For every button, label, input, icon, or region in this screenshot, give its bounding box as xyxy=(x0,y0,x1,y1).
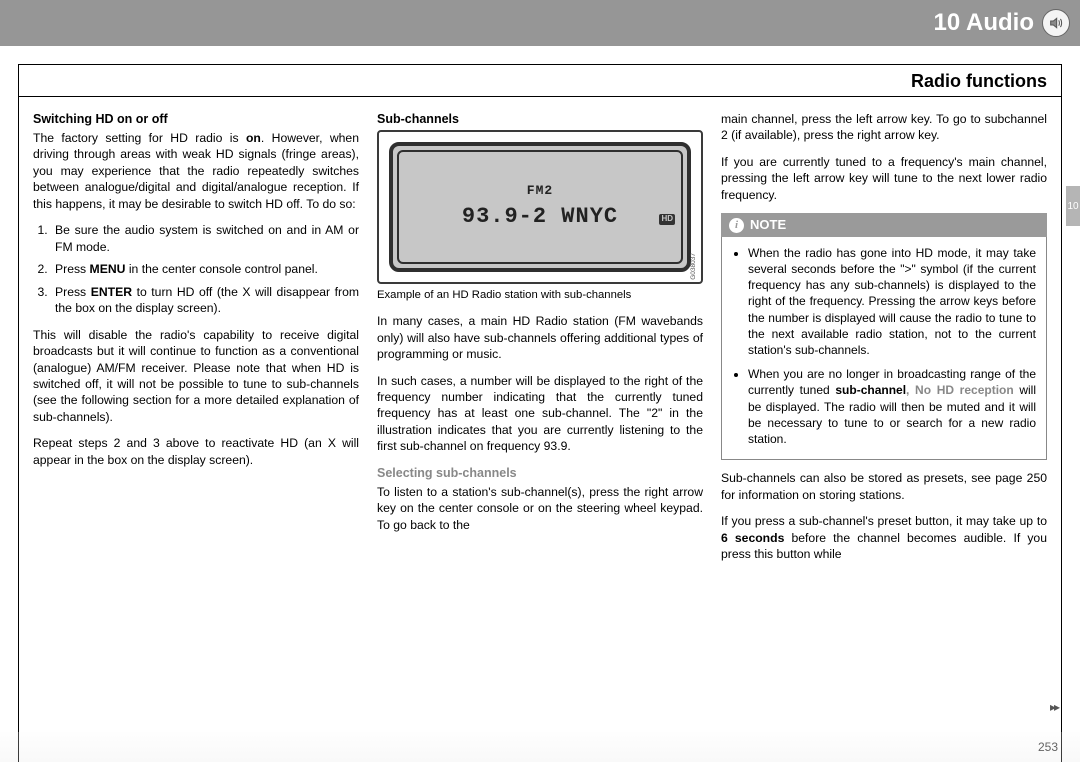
col-1: Switching HD on or off The factory setti… xyxy=(33,111,359,762)
display-border xyxy=(397,150,683,264)
figure-caption: Example of an HD Radio station with sub-… xyxy=(377,288,703,303)
text: Press xyxy=(55,285,91,299)
text-bold: MENU xyxy=(90,262,126,276)
paragraph: If you press a sub-channel's preset butt… xyxy=(721,513,1047,562)
paragraph: If you are currently tuned to a frequenc… xyxy=(721,154,1047,203)
list-item: When you are no longer in broadcasting r… xyxy=(748,366,1036,447)
paragraph: In such cases, a number will be displaye… xyxy=(377,373,703,455)
columns: Switching HD on or off The factory setti… xyxy=(19,97,1061,762)
paragraph: This will disable the radio's capability… xyxy=(33,327,359,426)
side-tab-label: 10 xyxy=(1067,201,1078,212)
paragraph: The factory setting for HD radio is on. … xyxy=(33,130,359,212)
text: If you press a sub-channel's preset butt… xyxy=(721,514,1047,528)
col-3: main channel, press the left arrow key. … xyxy=(721,111,1047,762)
section-title: Radio functions xyxy=(911,71,1047,91)
list-item: When the radio has gone into HD mode, it… xyxy=(748,245,1036,358)
subheading: Selecting sub-channels xyxy=(377,465,703,482)
list-item: Be sure the audio system is switched on … xyxy=(51,222,359,255)
text-bold: sub-channel xyxy=(835,383,906,397)
text: in the center console control panel. xyxy=(125,262,317,276)
col-2: Sub-channels FM2 93.9-2 WNYC HD G038037 … xyxy=(377,111,703,762)
text-bold: on xyxy=(246,131,261,145)
note-heading: i NOTE xyxy=(721,213,1047,237)
text-bold-grey: No HD reception xyxy=(915,383,1014,397)
list-item: Press MENU in the center console control… xyxy=(51,261,359,277)
paragraph: Sub-channels can also be stored as prese… xyxy=(721,470,1047,503)
text: , xyxy=(906,383,915,397)
text: Press xyxy=(55,262,90,276)
text: The factory setting for HD radio is xyxy=(33,131,246,145)
paragraph: main channel, press the left arrow key. … xyxy=(721,111,1047,144)
text-bold: 6 seconds xyxy=(721,531,784,545)
section-title-row: Radio functions xyxy=(19,65,1061,97)
audio-icon xyxy=(1042,9,1070,37)
content-frame: Radio functions Switching HD on or off T… xyxy=(18,64,1062,762)
chapter-title: 10 Audio xyxy=(934,9,1034,37)
paragraph: To listen to a station's sub-channel(s),… xyxy=(377,484,703,533)
manual-page: 10 Audio 10 Radio functions Switching HD… xyxy=(0,0,1080,762)
note-list: When the radio has gone into HD mode, it… xyxy=(748,245,1036,447)
image-code: G038037 xyxy=(690,253,699,280)
paragraph: In many cases, a main HD Radio station (… xyxy=(377,313,703,362)
page-shadow xyxy=(0,732,1080,762)
text: Be sure the audio system is switched on … xyxy=(55,223,359,253)
note-box: i NOTE When the radio has gone into HD m… xyxy=(721,213,1047,460)
note-body: When the radio has gone into HD mode, it… xyxy=(721,237,1047,460)
heading: Sub-channels xyxy=(377,111,703,128)
heading: Switching HD on or off xyxy=(33,111,359,128)
list-item: Press ENTER to turn HD off (the X will d… xyxy=(51,284,359,317)
next-page-icon: ▸▸ xyxy=(1050,700,1058,714)
note-label: NOTE xyxy=(750,216,786,234)
text: When the radio has gone into HD mode, it… xyxy=(748,246,1036,357)
radio-display-figure: FM2 93.9-2 WNYC HD G038037 xyxy=(377,130,703,284)
radio-display: FM2 93.9-2 WNYC HD xyxy=(389,142,691,272)
paragraph: Repeat steps 2 and 3 above to reactivate… xyxy=(33,435,359,468)
side-tab: 10 xyxy=(1066,186,1080,226)
ordered-list: Be sure the audio system is switched on … xyxy=(51,222,359,316)
info-icon: i xyxy=(729,218,744,233)
text-bold: ENTER xyxy=(91,285,132,299)
hd-badge-icon: HD xyxy=(659,214,675,225)
chapter-header: 10 Audio xyxy=(0,0,1080,46)
